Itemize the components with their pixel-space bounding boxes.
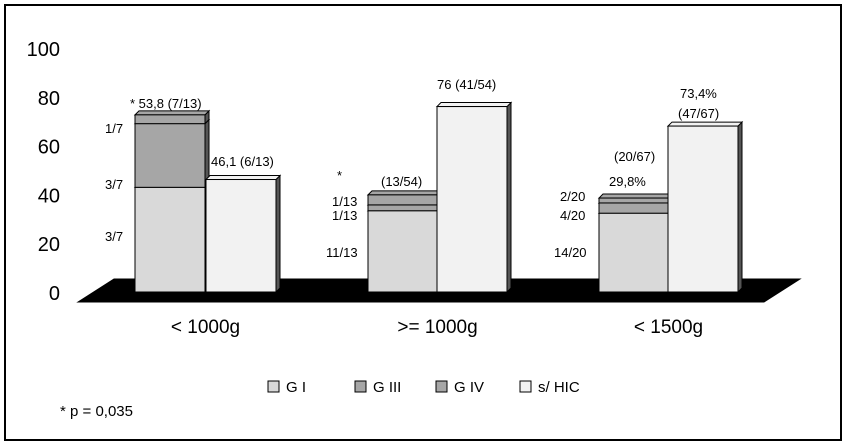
y-tick-label: 40	[38, 185, 60, 207]
bar-g-iii-0	[133, 118, 211, 189]
bar-g-i-0-face	[134, 186, 206, 293]
data-label: 11/13	[326, 245, 358, 260]
bar-g-iv-0-face	[134, 114, 206, 125]
data-label: 29,8%	[609, 174, 646, 189]
bar-s-hic-1-top	[435, 102, 513, 108]
bar-g-iii-0-face	[134, 123, 206, 188]
x-tick-label: < 1000g	[171, 317, 240, 338]
bar-g-iv-0-top	[133, 110, 211, 116]
data-label: *	[337, 168, 342, 183]
bar-g-iv-1	[366, 189, 444, 207]
bar-g-i-1	[366, 205, 444, 294]
bar-g-iv-1-face	[367, 194, 439, 206]
data-label: 76 (41/54)	[437, 77, 496, 92]
legend-label: G I	[286, 379, 306, 396]
data-label: (20/67)	[614, 149, 655, 164]
bar-s-hic-2	[666, 120, 744, 294]
legend-label: G IV	[454, 379, 484, 396]
y-tick-label: 0	[49, 283, 60, 305]
data-label: 73,4%	[680, 86, 717, 101]
bar-g-iv-0	[133, 109, 211, 125]
y-tick-label: 100	[27, 39, 60, 61]
legend-swatch	[519, 380, 532, 393]
bar-g-iii-2-face	[598, 202, 670, 214]
bar-g-iv-1-top	[366, 190, 444, 196]
bar-g-i-2-face	[598, 212, 670, 293]
legend-label: G III	[373, 379, 401, 396]
bar-s-hic-1	[435, 101, 513, 294]
bar-s-hic-0-top	[204, 175, 282, 181]
bar-g-iv-2-face	[598, 197, 670, 204]
data-label: 2/20	[560, 189, 585, 204]
bar-s-hic-2-top	[666, 121, 744, 127]
data-label: 3/7	[105, 229, 123, 244]
data-label: 46,1 (6/13)	[211, 154, 274, 169]
footnote: * p = 0,035	[60, 403, 133, 420]
bar-s-hic-1-side	[506, 101, 512, 294]
bar-g-iv-2	[597, 192, 675, 205]
data-label: 14/20	[554, 245, 587, 260]
bar-s-hic-0-side	[275, 174, 281, 294]
bar-g-iii-1-face	[367, 204, 439, 212]
bar-s-hic-0	[204, 174, 282, 294]
bar-s-hic-2-face	[667, 125, 739, 293]
data-label: 1/13	[332, 194, 357, 209]
legend-swatch	[267, 380, 280, 393]
y-tick-label: 20	[38, 234, 60, 256]
data-label: 3/7	[105, 177, 123, 192]
bar-g-iv-2-top	[597, 193, 675, 199]
y-tick-label: 80	[38, 88, 60, 110]
y-tick-label: 60	[38, 137, 60, 159]
legend-swatch	[435, 380, 448, 393]
data-label: 4/20	[560, 208, 585, 223]
data-label: 1/7	[105, 121, 123, 136]
legend-swatch	[354, 380, 367, 393]
bar-s-hic-1-face	[436, 106, 508, 293]
legend-label: s/ HIC	[538, 379, 580, 396]
data-label: (47/67)	[678, 106, 719, 121]
bar-s-hic-0-face	[205, 179, 277, 293]
data-label: * 53,8 (7/13)	[130, 96, 202, 111]
bar-g-i-1-face	[367, 210, 439, 293]
x-tick-label: >= 1000g	[397, 317, 477, 338]
data-label: (13/54)	[381, 174, 422, 189]
bar-s-hic-2-side	[737, 120, 743, 294]
data-label: 1/13	[332, 208, 357, 223]
bar-g-i-2	[597, 207, 675, 294]
x-tick-label: < 1500g	[634, 317, 703, 338]
bar-g-i-0	[133, 182, 211, 294]
